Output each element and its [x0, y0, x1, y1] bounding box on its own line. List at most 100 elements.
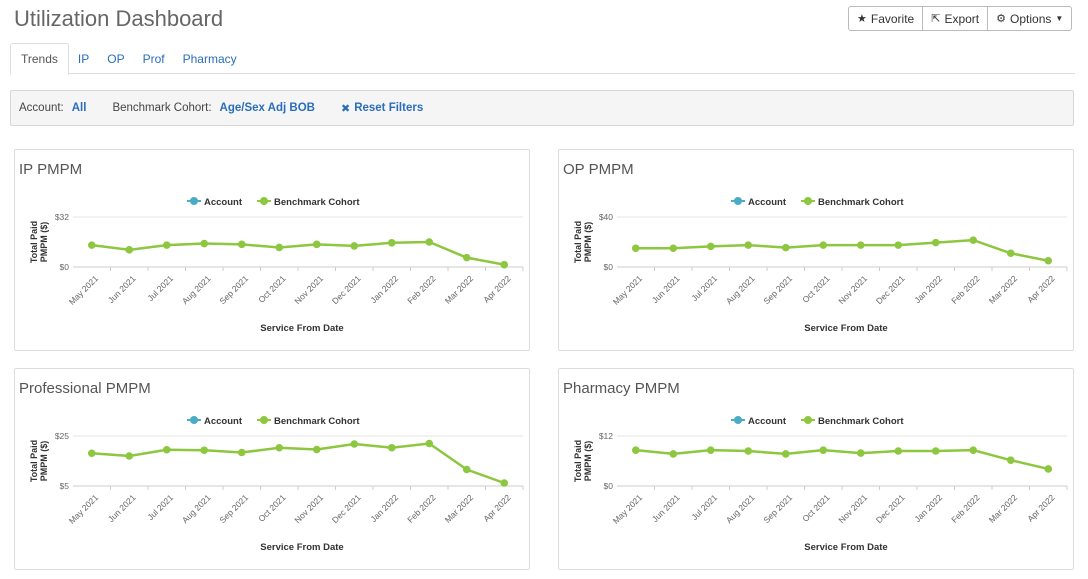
data-point — [125, 246, 134, 254]
x-tick-label: Jan 2022 — [368, 492, 400, 524]
data-point — [894, 447, 903, 455]
data-point — [425, 238, 434, 246]
share-icon: ⇱ — [931, 13, 941, 25]
y-axis-title: Total PaidPMPM ($) — [573, 440, 593, 482]
options-button[interactable]: ⚙ Options ▼ — [987, 7, 1071, 30]
x-tick-label: Jun 2021 — [106, 492, 138, 524]
data-point — [931, 447, 940, 455]
reset-filters-button[interactable]: ✖ Reset Filters — [341, 102, 423, 115]
ip-pmpm-panel: IP PMPM Account Benchmark Cohort $32 $0 Tota… — [14, 149, 530, 351]
x-axis-title: Service From Date — [804, 542, 887, 553]
tab-ip[interactable]: IP — [77, 51, 90, 66]
x-tick-label: Apr 2022 — [481, 492, 513, 524]
data-point — [856, 449, 865, 457]
page-title: Utilization Dashboard — [14, 6, 224, 31]
x-tick-label: Dec 2021 — [330, 273, 363, 306]
x-axis-title: Service From Date — [260, 542, 343, 553]
pharmacy-pmpm-panel: Pharmacy PMPM Account Benchmark Cohort $12… — [558, 368, 1074, 570]
x-tick-label: Dec 2021 — [874, 273, 907, 306]
legend-marker-1 — [804, 416, 812, 424]
data-point — [312, 445, 321, 454]
star-icon: ★ — [857, 13, 867, 25]
y-tick-label: $32 — [55, 212, 69, 222]
x-tick-label: Apr 2022 — [1025, 273, 1057, 305]
legend-label: Account — [204, 416, 243, 427]
account-filter-value[interactable]: All — [71, 102, 87, 114]
favorite-button[interactable]: ★ Favorite — [849, 7, 922, 30]
legend-label: Account — [748, 197, 787, 208]
data-point — [237, 240, 246, 249]
x-tick-label: Jan 2022 — [912, 273, 944, 305]
chart-title: IP PMPM — [19, 161, 83, 178]
tab-bar: Trends IP OP Prof Pharmacy — [10, 43, 1075, 75]
tab-prof[interactable]: Prof — [142, 51, 165, 66]
x-tick-label: Jun 2021 — [650, 273, 682, 305]
legend-marker-1 — [804, 197, 812, 205]
data-point — [819, 241, 828, 249]
data-point — [744, 241, 753, 249]
close-icon: ✖ — [340, 102, 351, 115]
tab-pharmacy[interactable]: Pharmacy — [182, 51, 237, 66]
x-tick-label: Aug 2021 — [724, 492, 757, 525]
y-tick-label: $25 — [55, 431, 69, 441]
legend-label: Benchmark Cohort — [274, 197, 360, 208]
x-tick-label: Sep 2021 — [217, 273, 250, 306]
y-tick-label: $0 — [604, 262, 614, 272]
legend-label: Account — [748, 416, 787, 427]
x-tick-label: Feb 2022 — [405, 492, 438, 525]
toolbar-button-group: ★ Favorite ⇱ Export ⚙ Options ▼ — [848, 6, 1073, 31]
cohort-filter-label: Benchmark Cohort: — [112, 102, 212, 114]
data-point — [1006, 249, 1015, 258]
data-point — [387, 238, 396, 247]
data-point — [669, 450, 678, 458]
x-tick-label: Aug 2021 — [180, 492, 213, 525]
x-tick-label: Oct 2021 — [800, 492, 832, 524]
data-point — [462, 253, 471, 262]
series-line — [91, 442, 505, 485]
x-axis-title: Service From Date — [804, 323, 887, 334]
options-label: Options — [1010, 11, 1052, 26]
op-pmpm-chart: Account Benchmark Cohort $40 $0 Total PaidPM… — [573, 197, 1068, 334]
data-point — [631, 446, 640, 454]
legend-marker-1 — [260, 416, 268, 424]
cohort-filter-value[interactable]: Age/Sex Adj BOB — [219, 102, 315, 114]
x-tick-label: Aug 2021 — [180, 273, 213, 306]
x-tick-label: Feb 2022 — [949, 273, 982, 306]
data-point — [275, 243, 284, 252]
x-tick-label: May 2021 — [611, 273, 645, 307]
y-axis-title: Total PaidPMPM ($) — [29, 221, 49, 263]
series-line — [635, 238, 1049, 262]
tab-op[interactable]: OP — [107, 51, 125, 66]
legend-marker-0 — [734, 197, 742, 205]
data-point — [706, 446, 715, 454]
data-point — [500, 260, 509, 269]
x-tick-label: Feb 2022 — [949, 492, 982, 525]
x-tick-label: Jan 2022 — [912, 492, 944, 524]
x-tick-label: Dec 2021 — [874, 492, 907, 525]
data-point — [819, 446, 828, 454]
data-point — [162, 241, 171, 249]
legend-marker-0 — [734, 416, 742, 424]
x-tick-label: May 2021 — [611, 492, 645, 526]
x-tick-label: Jun 2021 — [650, 492, 682, 524]
legend-label: Benchmark Cohort — [818, 197, 904, 208]
export-button[interactable]: ⇱ Export — [922, 7, 987, 30]
data-point — [312, 240, 321, 249]
x-tick-label: Mar 2022 — [987, 273, 1020, 306]
x-tick-label: Mar 2022 — [443, 492, 476, 525]
favorite-label: Favorite — [870, 11, 915, 26]
x-tick-label: Dec 2021 — [330, 492, 363, 525]
gear-icon: ⚙ — [996, 13, 1007, 25]
data-point — [425, 439, 434, 448]
filter-bar: Account: All Benchmark Cohort: Age/Sex A… — [10, 90, 1074, 126]
y-tick-label: $5 — [60, 481, 70, 491]
x-tick-label: Nov 2021 — [836, 273, 869, 306]
y-tick-label: $0 — [604, 481, 614, 491]
x-tick-label: Sep 2021 — [217, 492, 250, 525]
professional-pmpm-panel: Professional PMPM Account Benchmark Cohor… — [14, 368, 530, 570]
professional-pmpm-chart: Account Benchmark Cohort $25 $5 Total PaidPM… — [29, 416, 524, 553]
chart-title: OP PMPM — [563, 161, 634, 178]
data-point — [631, 244, 640, 253]
tab-trends[interactable]: Trends — [10, 43, 69, 75]
x-tick-label: Aug 2021 — [724, 273, 757, 306]
